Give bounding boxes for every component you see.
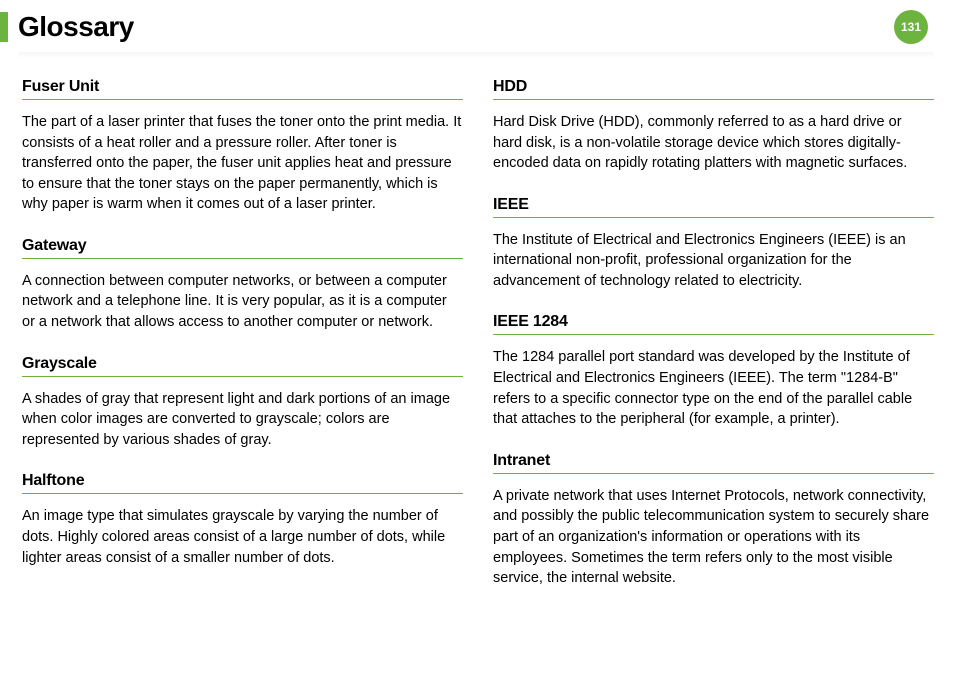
page-number-badge: 131: [894, 10, 928, 44]
glossary-content: Fuser Unit The part of a laser printer t…: [0, 58, 954, 611]
glossary-entry: Gateway A connection between computer ne…: [22, 237, 463, 333]
glossary-definition: A shades of gray that represent light an…: [22, 389, 463, 451]
glossary-term: Intranet: [493, 452, 934, 474]
glossary-term: Fuser Unit: [22, 78, 463, 100]
glossary-definition: The part of a laser printer that fuses t…: [22, 112, 463, 215]
accent-bar: [0, 12, 8, 42]
glossary-term: Halftone: [22, 472, 463, 494]
glossary-definition: A private network that uses Internet Pro…: [493, 486, 934, 589]
glossary-entry: IEEE 1284 The 1284 parallel port standar…: [493, 313, 934, 429]
glossary-term: IEEE 1284: [493, 313, 934, 335]
glossary-entry: HDD Hard Disk Drive (HDD), commonly refe…: [493, 78, 934, 174]
glossary-term: HDD: [493, 78, 934, 100]
page-title: Glossary: [18, 11, 894, 43]
page-header: Glossary 131: [0, 0, 954, 52]
right-column: HDD Hard Disk Drive (HDD), commonly refe…: [493, 78, 934, 611]
glossary-term: Grayscale: [22, 355, 463, 377]
glossary-entry: IEEE The Institute of Electrical and Ele…: [493, 196, 934, 292]
glossary-entry: Halftone An image type that simulates gr…: [22, 472, 463, 568]
glossary-definition: An image type that simulates grayscale b…: [22, 506, 463, 568]
glossary-definition: The 1284 parallel port standard was deve…: [493, 347, 934, 429]
glossary-entry: Grayscale A shades of gray that represen…: [22, 355, 463, 451]
glossary-term: IEEE: [493, 196, 934, 218]
left-column: Fuser Unit The part of a laser printer t…: [22, 78, 463, 611]
glossary-definition: The Institute of Electrical and Electron…: [493, 230, 934, 292]
glossary-definition: A connection between computer networks, …: [22, 271, 463, 333]
glossary-entry: Intranet A private network that uses Int…: [493, 452, 934, 589]
glossary-term: Gateway: [22, 237, 463, 259]
glossary-entry: Fuser Unit The part of a laser printer t…: [22, 78, 463, 215]
glossary-definition: Hard Disk Drive (HDD), commonly referred…: [493, 112, 934, 174]
